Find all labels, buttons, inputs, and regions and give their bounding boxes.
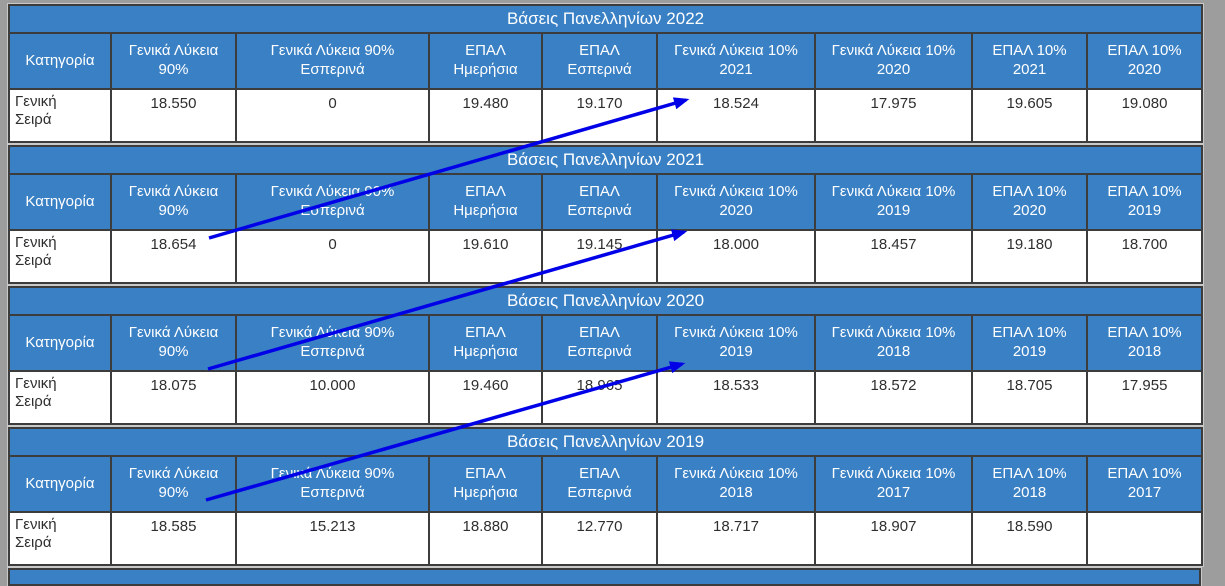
column-header: Γενικά Λύκεια 10% 2020	[656, 173, 816, 231]
column-header: Γενικά Λύκεια 10% 2021	[656, 32, 816, 90]
column-header: ΕΠΑΛ Ημερήσια	[428, 173, 543, 231]
column-header: Γενικά Λύκεια 90% Εσπερινά	[235, 32, 430, 90]
table-row: Γενική Σειρά 18.585 15.213 18.880 12.770…	[8, 511, 1204, 566]
page: Βάσεις Πανελληνίων 2022 Κατηγορία Γενικά…	[6, 3, 1205, 586]
value-cell: 17.955	[1085, 370, 1204, 425]
column-header: Γενικά Λύκεια 10% 2017	[814, 455, 973, 513]
row-label: Γενική Σειρά	[8, 370, 112, 425]
value-cell: 18.907	[814, 511, 973, 566]
value-cell: 19.080	[1085, 88, 1204, 143]
value-cell: 12.770	[541, 511, 658, 566]
column-header: ΕΠΑΛ Εσπερινά	[541, 173, 658, 231]
value-cell: 0	[235, 229, 430, 284]
value-cell: 17.975	[814, 88, 973, 143]
value-cell: 18.880	[428, 511, 543, 566]
value-cell: 0	[235, 88, 430, 143]
value-cell: 18.075	[110, 370, 237, 425]
table-title: Βάσεις Πανελληνίων 2021	[7, 145, 1204, 175]
column-header: Κατηγορία	[8, 32, 112, 90]
column-header: Γενικά Λύκεια 90%	[110, 32, 237, 90]
table-row: Γενική Σειρά 18.075 10.000 19.460 18.965…	[8, 370, 1204, 425]
table-row: Γενική Σειρά 18.654 0 19.610 19.145 18.0…	[8, 229, 1204, 284]
next-table-title-partial	[7, 567, 1202, 586]
value-cell: 18.000	[656, 229, 816, 284]
value-cell: 18.705	[971, 370, 1088, 425]
column-header: Γενικά Λύκεια 10% 2018	[656, 455, 816, 513]
value-cell: 19.460	[428, 370, 543, 425]
table-row: Γενική Σειρά 18.550 0 19.480 19.170 18.5…	[8, 88, 1204, 143]
column-header: ΕΠΑΛ Εσπερινά	[541, 455, 658, 513]
basis-table-2020: Βάσεις Πανελληνίων 2020 Κατηγορία Γενικά…	[6, 285, 1205, 426]
column-header: Γενικά Λύκεια 90% Εσπερινά	[235, 314, 430, 372]
basis-table-2021: Βάσεις Πανελληνίων 2021 Κατηγορία Γενικά…	[6, 144, 1205, 285]
value-cell: 18.533	[656, 370, 816, 425]
table-title: Βάσεις Πανελληνίων 2019	[7, 427, 1204, 457]
value-cell: 18.572	[814, 370, 973, 425]
column-header: ΕΠΑΛ Ημερήσια	[428, 314, 543, 372]
value-cell: 18.585	[110, 511, 237, 566]
table-title: Βάσεις Πανελληνίων 2020	[7, 286, 1204, 316]
column-header: Κατηγορία	[8, 314, 112, 372]
column-header: Κατηγορία	[8, 173, 112, 231]
value-cell: 19.145	[541, 229, 658, 284]
column-header: ΕΠΑΛ Εσπερινά	[541, 32, 658, 90]
column-header: ΕΠΑΛ Ημερήσια	[428, 32, 543, 90]
column-header: ΕΠΑΛ 10% 2019	[971, 314, 1088, 372]
column-header: ΕΠΑΛ 10% 2020	[1085, 32, 1204, 90]
row-label: Γενική Σειρά	[8, 511, 112, 566]
column-header: Γενικά Λύκεια 10% 2019	[814, 173, 973, 231]
value-cell: 18.654	[110, 229, 237, 284]
tables-container: Βάσεις Πανελληνίων 2022 Κατηγορία Γενικά…	[6, 3, 1205, 586]
value-cell: 19.170	[541, 88, 658, 143]
basis-table-2022: Βάσεις Πανελληνίων 2022 Κατηγορία Γενικά…	[6, 3, 1205, 144]
value-cell: 18.590	[971, 511, 1088, 566]
value-cell	[1085, 511, 1204, 566]
value-cell: 18.457	[814, 229, 973, 284]
column-header: Γενικά Λύκεια 90%	[110, 173, 237, 231]
value-cell: 18.550	[110, 88, 237, 143]
column-header: Γενικά Λύκεια 90%	[110, 455, 237, 513]
column-header: ΕΠΑΛ Εσπερινά	[541, 314, 658, 372]
value-cell: 10.000	[235, 370, 430, 425]
table-title: Βάσεις Πανελληνίων 2022	[7, 4, 1204, 34]
column-header: Κατηγορία	[8, 455, 112, 513]
column-header: ΕΠΑΛ Ημερήσια	[428, 455, 543, 513]
column-header: Γενικά Λύκεια 10% 2020	[814, 32, 973, 90]
row-label: Γενική Σειρά	[8, 229, 112, 284]
value-cell: 18.700	[1085, 229, 1204, 284]
value-cell: 19.480	[428, 88, 543, 143]
value-cell: 18.717	[656, 511, 816, 566]
value-cell: 19.610	[428, 229, 543, 284]
column-header: ΕΠΑΛ 10% 2018	[971, 455, 1088, 513]
value-cell: 18.524	[656, 88, 816, 143]
value-cell: 19.180	[971, 229, 1088, 284]
value-cell: 18.965	[541, 370, 658, 425]
column-header: ΕΠΑΛ 10% 2018	[1085, 314, 1204, 372]
column-header: Γενικά Λύκεια 90%	[110, 314, 237, 372]
value-cell: 15.213	[235, 511, 430, 566]
column-header: Γενικά Λύκεια 90% Εσπερινά	[235, 173, 430, 231]
value-cell: 19.605	[971, 88, 1088, 143]
column-header: Γενικά Λύκεια 10% 2019	[656, 314, 816, 372]
column-header: Γενικά Λύκεια 10% 2018	[814, 314, 973, 372]
column-header: ΕΠΑΛ 10% 2019	[1085, 173, 1204, 231]
column-header: ΕΠΑΛ 10% 2017	[1085, 455, 1204, 513]
column-header: ΕΠΑΛ 10% 2021	[971, 32, 1088, 90]
basis-table-2019: Βάσεις Πανελληνίων 2019 Κατηγορία Γενικά…	[6, 426, 1205, 567]
column-header: Γενικά Λύκεια 90% Εσπερινά	[235, 455, 430, 513]
column-header: ΕΠΑΛ 10% 2020	[971, 173, 1088, 231]
row-label: Γενική Σειρά	[8, 88, 112, 143]
